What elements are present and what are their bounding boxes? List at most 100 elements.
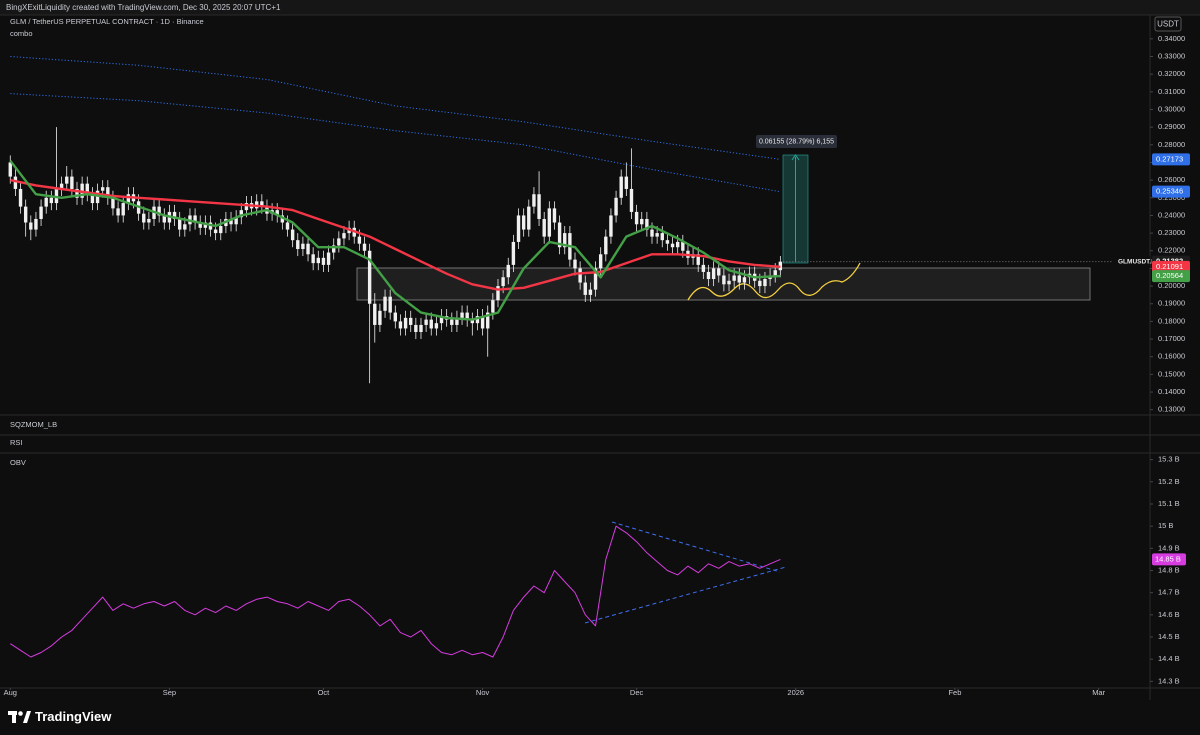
measure-tooltip xyxy=(756,135,837,148)
candle-body xyxy=(44,197,48,207)
candle-body xyxy=(501,277,505,287)
candle-body xyxy=(593,268,598,290)
price-tag-label: 0.20564 xyxy=(1156,271,1183,280)
series-line xyxy=(10,93,781,193)
y-tick-label: 14.8 B xyxy=(1158,565,1180,574)
measure-text: 0.06155 (28.79%) 6,155 xyxy=(759,138,834,145)
candle-body xyxy=(373,303,377,325)
y-tick-label: 0.22000 xyxy=(1158,246,1185,255)
candle-body xyxy=(624,176,629,189)
candle-body xyxy=(450,319,454,325)
trendline xyxy=(611,521,781,573)
logo-part xyxy=(23,711,31,723)
candle-body xyxy=(583,282,587,295)
candle-body xyxy=(496,286,500,301)
footer xyxy=(0,700,1200,735)
candle-body xyxy=(177,218,182,230)
y-tick-label: 0.16000 xyxy=(1158,352,1185,361)
candle-body xyxy=(727,280,731,285)
candle-body xyxy=(640,218,644,225)
candle-body xyxy=(39,206,43,219)
candle-body xyxy=(773,270,777,276)
candle-body xyxy=(121,203,125,216)
candle-body xyxy=(142,213,146,223)
candle-body xyxy=(763,279,767,287)
candle-body xyxy=(332,245,336,253)
candle-body xyxy=(506,264,510,278)
candle-body xyxy=(301,243,305,249)
y-tick-label: 14.3 B xyxy=(1158,676,1180,685)
y-tick-label: 14.9 B xyxy=(1158,543,1180,552)
candle-body xyxy=(701,264,706,272)
candle-body xyxy=(460,312,464,318)
y-tick-label: 0.30000 xyxy=(1158,104,1185,113)
candle-body xyxy=(193,215,197,223)
candle-body xyxy=(106,187,110,198)
candle-body xyxy=(183,224,187,230)
candle-body xyxy=(588,289,593,295)
candle-body xyxy=(367,250,372,304)
x-tick-label: Oct xyxy=(318,688,331,697)
candle-body xyxy=(8,162,12,177)
candle-body xyxy=(521,215,526,230)
candle-body xyxy=(578,268,582,283)
candle-body xyxy=(34,218,38,230)
y-tick-label: 14.4 B xyxy=(1158,654,1180,663)
projection-curve xyxy=(687,262,861,301)
y-tick-label: 15.1 B xyxy=(1158,499,1180,508)
candle-body xyxy=(95,190,100,204)
candle-body xyxy=(18,188,23,207)
candle-body xyxy=(321,257,326,265)
candle-body xyxy=(13,176,18,189)
candle-body xyxy=(285,222,290,230)
measure-arrow-head xyxy=(791,154,800,161)
price-tag xyxy=(1152,153,1190,166)
panel-label: RSI xyxy=(10,438,23,447)
header-bar xyxy=(0,0,1200,15)
y-tick-label: 0.26000 xyxy=(1158,175,1185,184)
candle-body xyxy=(280,215,285,223)
candle-body xyxy=(542,218,546,237)
candle-body xyxy=(172,211,177,219)
y-tick-label: 15 B xyxy=(1158,521,1173,530)
candle-body xyxy=(398,321,403,329)
candle-body xyxy=(229,218,233,225)
x-tick-label: Dec xyxy=(630,688,644,697)
y-tick-label: 0.24000 xyxy=(1158,210,1185,219)
currency[interactable]: USDT xyxy=(1157,20,1179,29)
x-tick-label: Mar xyxy=(1092,688,1105,697)
currency-box[interactable] xyxy=(1154,16,1182,32)
panel-label: OBV xyxy=(10,458,26,467)
panel-label: SQZMOM_LB xyxy=(10,420,57,429)
price-tag xyxy=(1152,270,1190,283)
candle-body xyxy=(290,229,295,241)
candle-body xyxy=(419,324,423,332)
candle-body xyxy=(645,218,649,230)
series-line xyxy=(9,159,781,321)
candle-body xyxy=(742,277,747,283)
y-tick-label: 0.20000 xyxy=(1158,281,1185,290)
candle-body xyxy=(429,319,433,329)
candle-body xyxy=(614,197,618,216)
series-line xyxy=(10,56,781,160)
candle-body xyxy=(711,268,716,280)
candle-body xyxy=(244,203,249,211)
candle-body xyxy=(306,243,310,255)
y-tick-label: 0.18000 xyxy=(1158,316,1185,325)
candle-body xyxy=(532,194,536,207)
candle-body xyxy=(424,319,428,325)
candle-body xyxy=(655,233,659,237)
candle-body xyxy=(414,324,418,332)
y-tick-label: 0.29000 xyxy=(1158,122,1185,131)
candle-body xyxy=(486,312,490,329)
candle-body xyxy=(609,215,613,237)
candle-body xyxy=(29,222,33,230)
price-tag xyxy=(1152,553,1186,566)
candle-body xyxy=(378,310,382,325)
y-tick-label: 0.28000 xyxy=(1158,140,1185,149)
candle-body xyxy=(491,300,495,313)
candle-body xyxy=(552,208,557,223)
candle-body xyxy=(465,312,469,320)
candle-body xyxy=(717,268,721,276)
